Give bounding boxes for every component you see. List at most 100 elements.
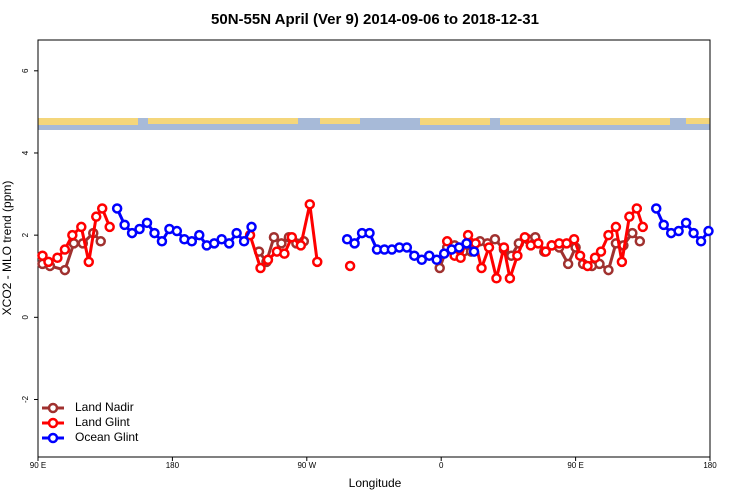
point: [603, 264, 614, 276]
point: [498, 242, 510, 253]
x-tick-label: 180: [703, 461, 717, 470]
point: [401, 242, 413, 253]
point: [455, 252, 466, 263]
point: [111, 203, 123, 214]
point: [208, 238, 220, 249]
point: [194, 229, 205, 241]
x-axis-label: Longitude: [349, 476, 402, 490]
point: [141, 217, 153, 229]
y-tick-label: 4: [21, 150, 30, 155]
point: [90, 211, 102, 222]
point: [533, 238, 544, 249]
x-tick-label: 0: [439, 461, 444, 470]
point: [574, 250, 586, 261]
point: [491, 273, 502, 284]
point: [83, 256, 95, 268]
point: [561, 238, 572, 249]
point: [695, 236, 707, 247]
point: [462, 229, 474, 241]
legend-marker: [47, 432, 59, 444]
x-tick-label: 90 E: [30, 461, 46, 470]
point: [627, 227, 638, 239]
point: [364, 227, 375, 239]
point: [468, 246, 480, 257]
point: [286, 231, 298, 243]
point: [658, 219, 669, 231]
point: [59, 264, 71, 276]
point: [171, 225, 183, 237]
point: [540, 246, 551, 257]
point: [268, 231, 280, 243]
point: [562, 258, 574, 270]
point: [262, 254, 274, 266]
point: [255, 262, 266, 274]
point: [67, 229, 78, 241]
point: [186, 236, 198, 247]
point: [349, 238, 360, 249]
point: [95, 236, 106, 247]
point: [512, 250, 523, 261]
plot-frame: [37, 39, 711, 458]
y-tick-label: -2: [21, 395, 30, 403]
legend-label: Land Nadir: [75, 400, 134, 414]
point: [441, 236, 453, 247]
point: [589, 252, 601, 263]
point: [223, 238, 235, 249]
point: [424, 250, 435, 261]
point: [434, 262, 445, 274]
point: [126, 227, 138, 239]
point: [637, 221, 649, 233]
point: [96, 203, 108, 214]
point: [216, 234, 227, 245]
point: [295, 240, 307, 251]
x-tick-label: 90 W: [297, 461, 316, 470]
point: [582, 260, 593, 272]
point: [431, 254, 442, 266]
point: [610, 221, 622, 233]
point: [76, 221, 87, 233]
chart-title: 50N-55N April (Ver 9) 2014-09-06 to 2018…: [211, 11, 539, 28]
point: [624, 211, 635, 222]
point: [438, 248, 450, 259]
point: [519, 231, 531, 243]
point: [52, 252, 63, 263]
point: [650, 203, 662, 214]
y-tick-label: 6: [21, 68, 30, 73]
point: [119, 219, 130, 231]
point: [344, 260, 356, 272]
point: [595, 246, 607, 257]
point: [279, 248, 290, 259]
map-strip: [38, 118, 710, 130]
point: [453, 242, 465, 253]
point: [312, 256, 323, 268]
y-axis-label: XCO2 - MLO trend (ppm): [0, 181, 14, 316]
point: [416, 254, 428, 266]
legend-label: Land Glint: [75, 415, 130, 429]
x-tick-label: 90 E: [567, 461, 583, 470]
point: [631, 203, 643, 214]
point: [680, 217, 692, 229]
point: [634, 236, 646, 247]
legend-label: Ocean Glint: [75, 430, 139, 444]
point: [104, 221, 115, 233]
point: [304, 199, 316, 210]
point: [461, 238, 472, 249]
point: [476, 262, 487, 274]
y-tick-label: 0: [21, 315, 30, 320]
point: [246, 221, 257, 233]
point: [603, 229, 614, 241]
point: [134, 223, 145, 235]
point: [276, 238, 287, 249]
point: [341, 234, 353, 245]
point: [489, 234, 501, 245]
point: [59, 244, 71, 255]
point: [43, 256, 54, 268]
point: [156, 236, 168, 247]
x-tick-label: 180: [166, 461, 180, 470]
point: [483, 242, 495, 253]
point: [688, 227, 699, 239]
point: [568, 234, 580, 245]
point: [703, 225, 714, 237]
